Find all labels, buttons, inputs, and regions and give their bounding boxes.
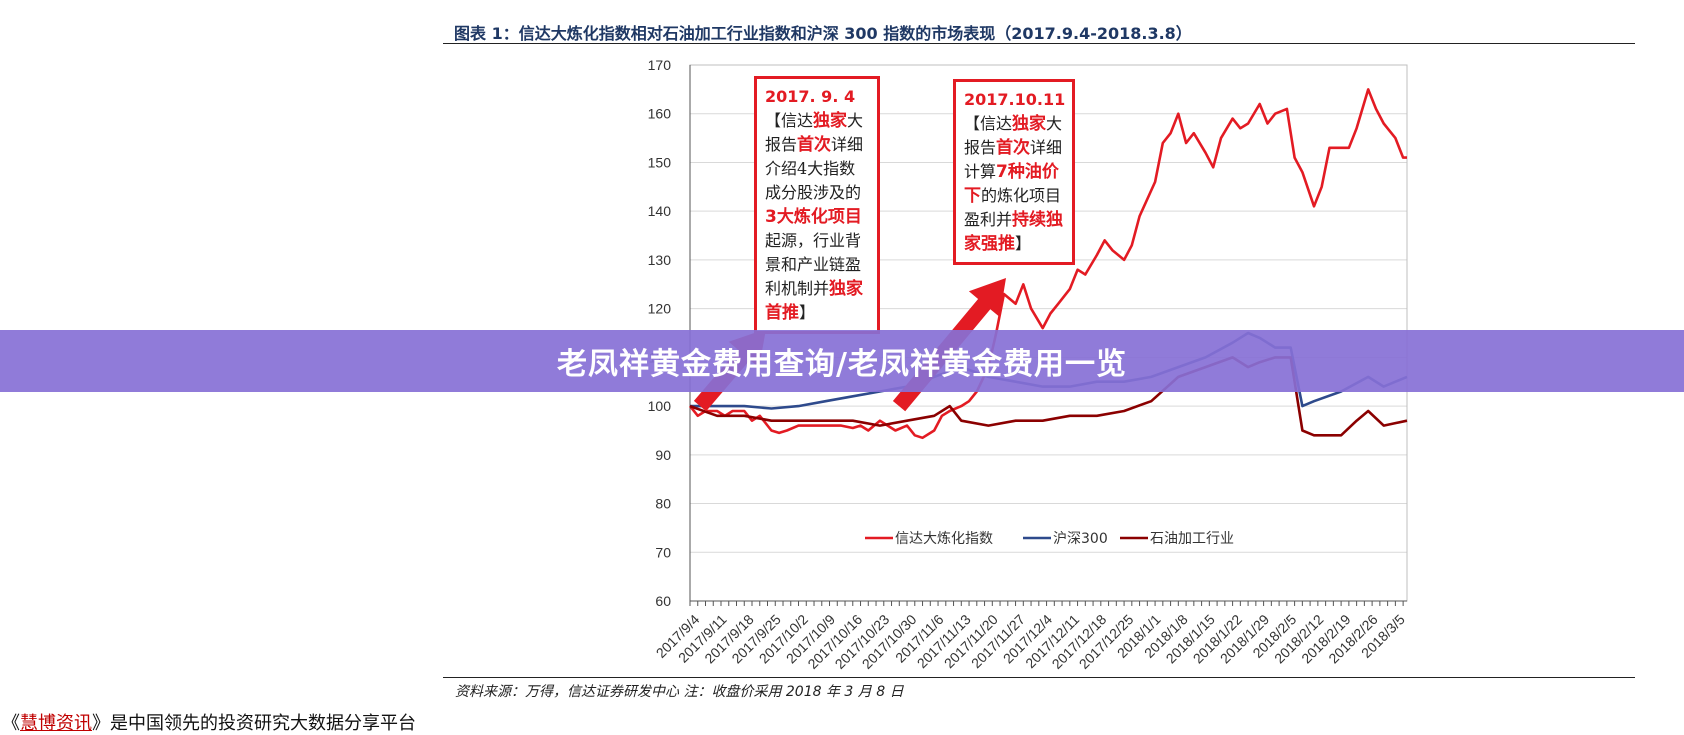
banner-title: 老凤祥黄金费用查询/老凤祥黄金费用一览 [557,347,1127,382]
series-line-1 [688,88,1407,440]
annotation-run: 【信达 [765,111,814,130]
footer-link[interactable]: 慧博资讯 [20,713,92,734]
annotation-run: 大报告 [964,114,1063,157]
top-rule [443,43,1635,44]
annotation-run: 详细介绍4大指数成分股涉及的 [765,135,864,202]
annotation-run: 】 [799,303,816,322]
legend-label-1: 信达大炼化指数 [895,531,993,547]
annotation-date: 2017. 9. 4 [765,87,856,106]
annotation-run: 起源，行业背景和产业链盈利机制并 [765,231,862,298]
y-tick-label: 150 [648,154,672,170]
bottom-rule [443,677,1635,678]
footer-suffix: 》是中国领先的投资研究大数据分享平台 [92,713,416,734]
annotation-run: 的炼化项目盈利并 [964,186,1062,229]
figure-title: 图表 1：信达大炼化指数相对石油加工行业指数和沪深 300 指数的市场表现（20… [454,24,1192,43]
legend: 信达大炼化指数 沪深300 石油加工行业 [865,531,1234,547]
footer-prefix: 《 [2,713,20,734]
y-tick-label: 100 [648,398,672,414]
y-tick-label: 160 [648,106,672,122]
annotation-date: 2017.10.11 [964,90,1066,109]
annotation-text: 【信达独家大报告首次详细介绍4大指数成分股涉及的 3大炼化项目起源，行业背景和产业… [765,109,869,325]
y-tick-label: 130 [648,252,672,268]
source-note: 资料来源：万得，信达证券研发中心 注：收盘价采用 2018 年 3 月 8 日 [455,684,904,700]
y-tick-label: 60 [655,593,671,609]
y-tick-label: 70 [655,544,671,560]
y-tick-label: 80 [655,496,671,512]
annotation-text: 【信达独家大报告首次详细计算7种油价下的炼化项目盈利并持续独家强推】 [964,112,1064,256]
legend-label-3: 石油加工行业 [1150,531,1234,547]
annotation-run: 详细计算 [964,138,1063,181]
series-line-3 [689,356,1408,437]
annotation-highlight: 首次 [996,138,1031,158]
annotation-box-2017-9-4: 2017. 9. 4 【信达独家大报告首次详细介绍4大指数成分股涉及的 3大炼化项目… [754,76,880,334]
annotation-highlight: 7种油价下 [964,162,1059,206]
annotation-run: 大报告 [765,111,864,154]
y-tick-label: 140 [648,203,672,219]
y-tick-label: 90 [655,447,671,463]
banner: 老凤祥黄金费用查询/老凤祥黄金费用一览 [0,330,1684,392]
annotation-highlight: 独家 [1012,114,1047,134]
annotation-highlight: 首次 [797,135,832,155]
annotation-run: 【信达 [964,114,1013,133]
annotation-run: 】 [1015,234,1032,253]
annotation-highlight: 3大炼化项目 [765,207,862,227]
legend-label-2: 沪深300 [1053,531,1108,547]
annotation-highlight: 独家 [813,111,848,131]
annotation-box-2017-10-11: 2017.10.11 【信达独家大报告首次详细计算7种油价下的炼化项目盈利并持续独… [953,79,1075,265]
annotation-highlight: 独家首推 [765,279,864,323]
annotation-highlight: 持续独家强推 [964,210,1064,254]
footer-note: 《慧博资讯》是中国领先的投资研究大数据分享平台 [2,709,416,735]
y-tick-label: 170 [648,57,672,73]
y-tick-label: 120 [648,301,672,317]
